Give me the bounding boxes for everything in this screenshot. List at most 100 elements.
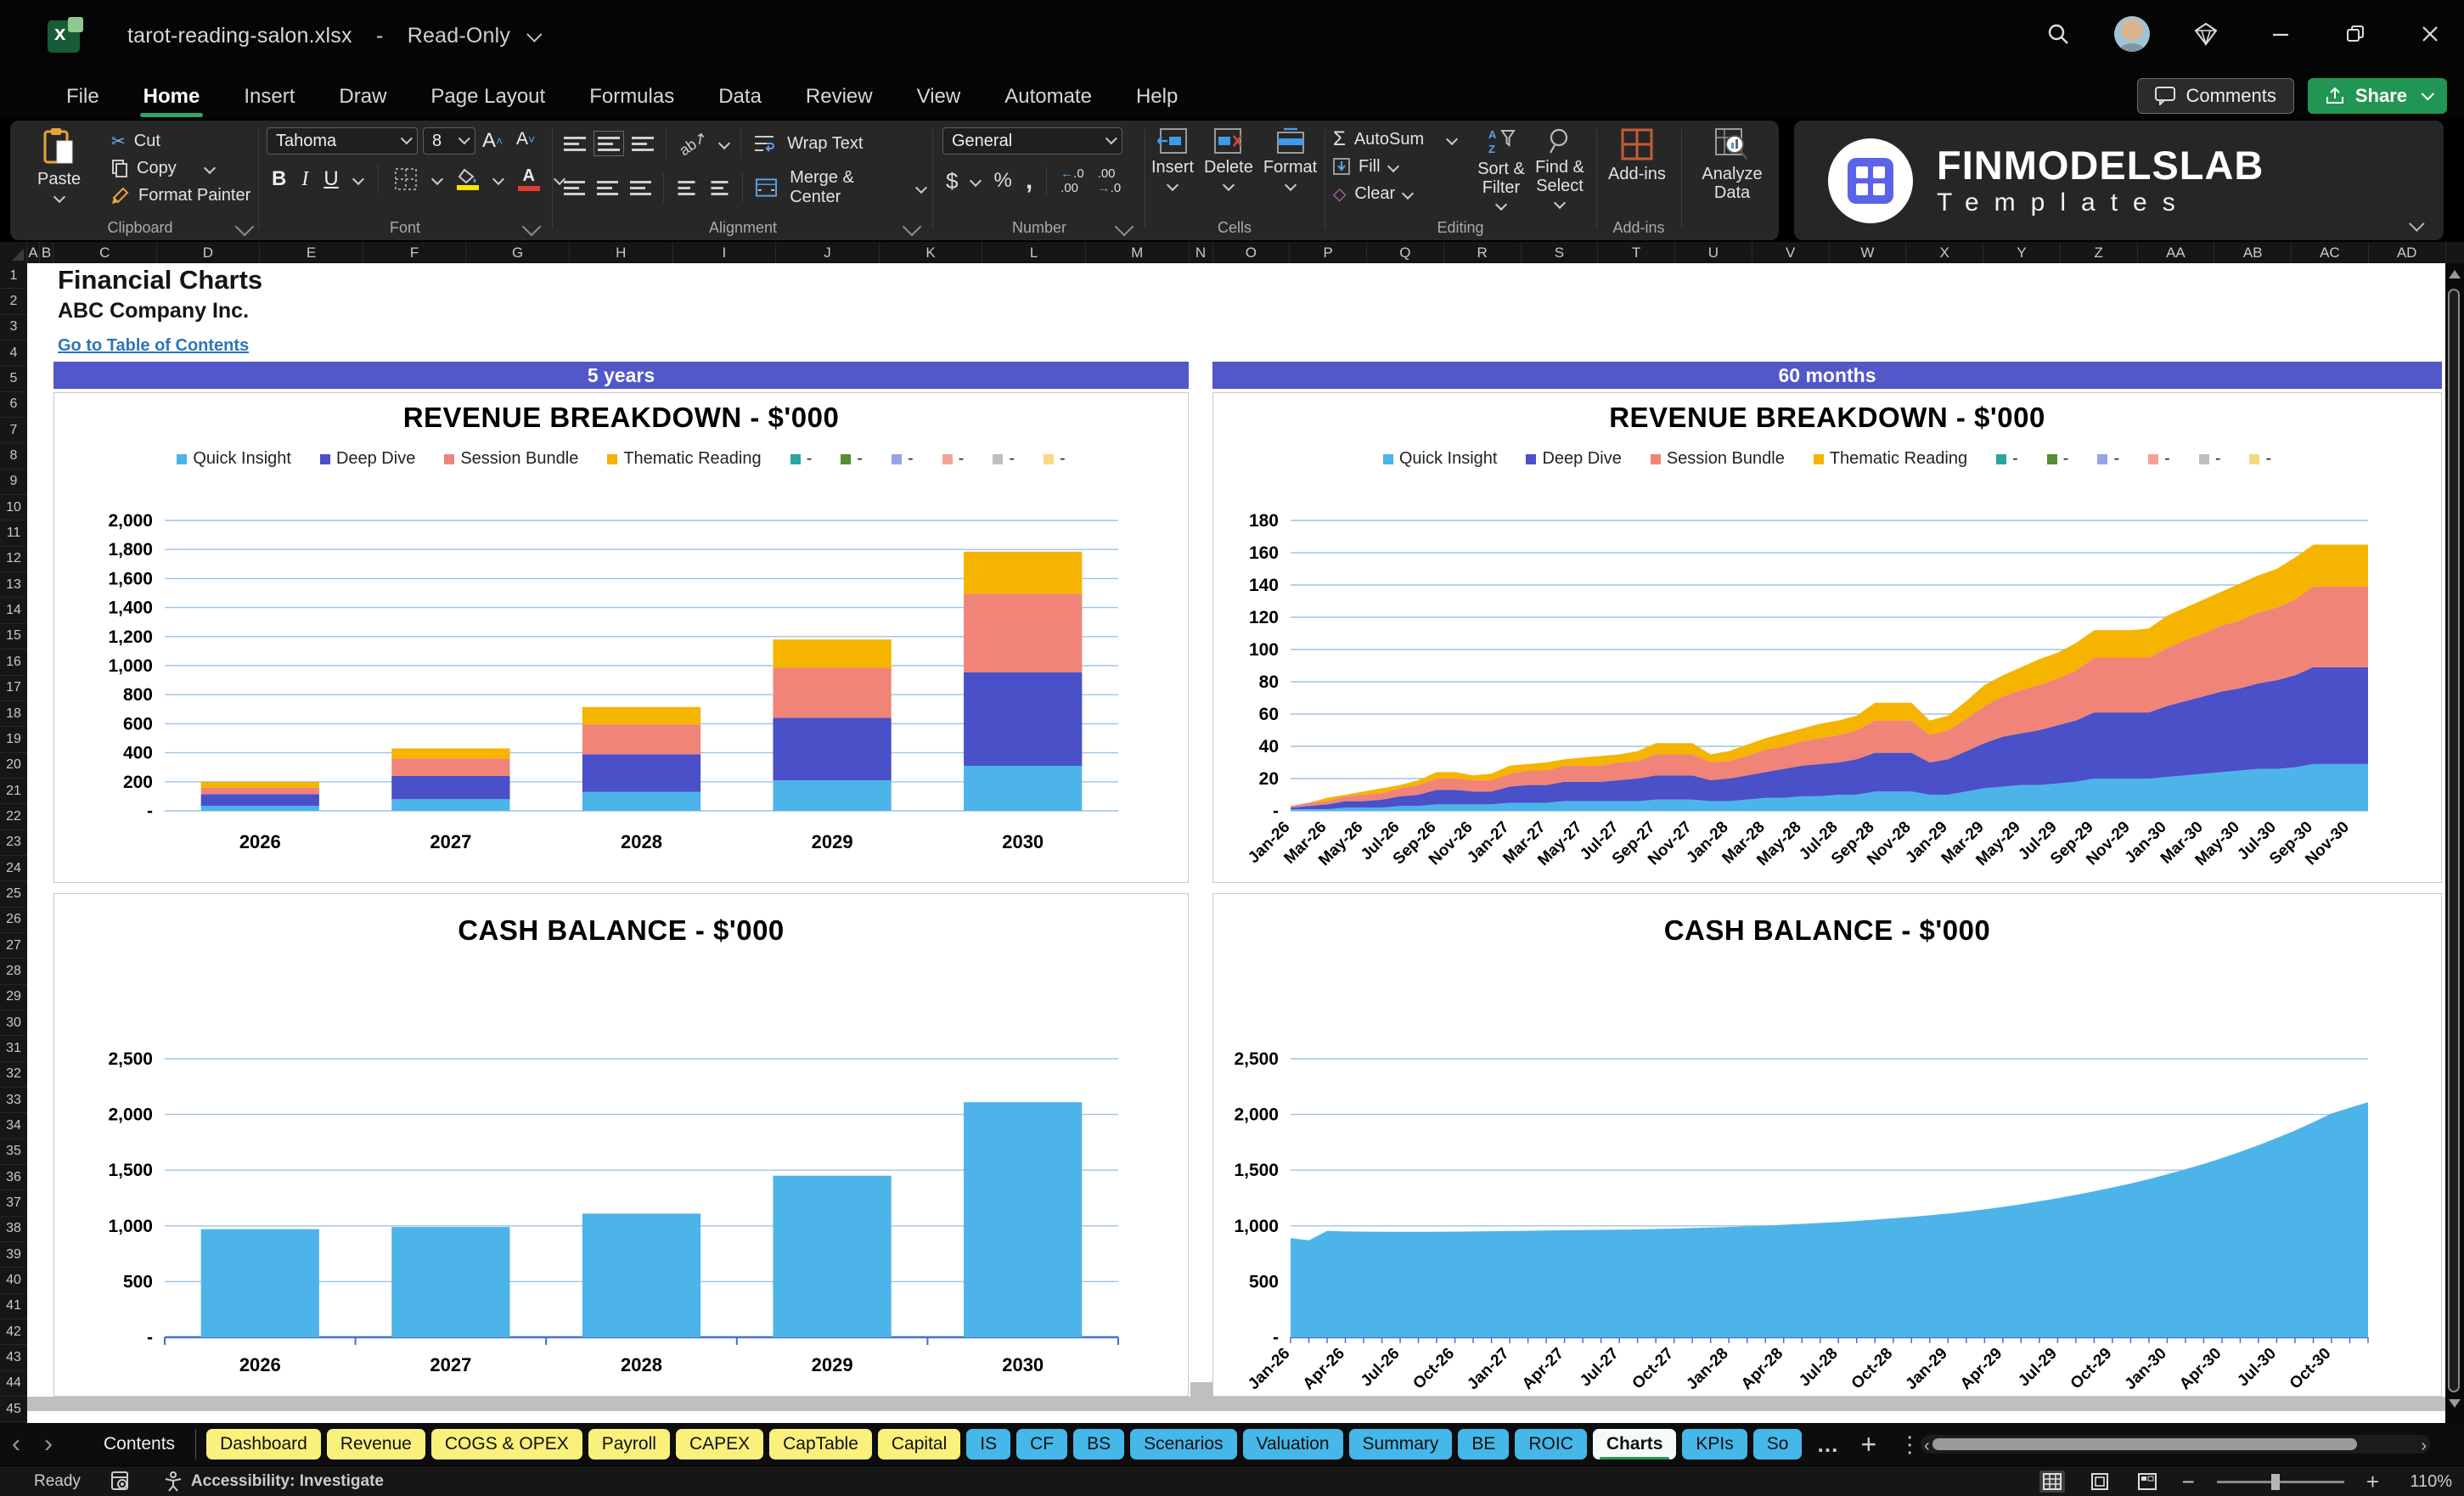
copy-button[interactable]: Copy (111, 155, 250, 182)
align-center-button[interactable] (597, 179, 619, 196)
sheet-tab-payroll[interactable]: Payroll (588, 1429, 670, 1459)
column-header-AC[interactable]: AC (2292, 242, 2369, 263)
chart-panel-revenue-5y[interactable]: REVENUE BREAKDOWN - $'000 Quick Insight D… (53, 392, 1189, 883)
row-header-25[interactable]: 25 (0, 881, 27, 908)
delete-cells-button[interactable]: Delete (1204, 127, 1253, 192)
horizontal-scrollbar[interactable]: ‹ › (1921, 1435, 2430, 1455)
document-title[interactable]: tarot-reading-salon.xlsx - Read-Only (127, 24, 543, 48)
menu-tab-formulas[interactable]: Formulas (589, 85, 675, 108)
row-header-33[interactable]: 33 (0, 1088, 27, 1114)
column-header-T[interactable]: T (1598, 242, 1676, 263)
row-header-7[interactable]: 7 (0, 418, 27, 444)
bold-button[interactable]: B (272, 167, 287, 190)
increase-indent-button[interactable] (711, 179, 729, 196)
row-header-43[interactable]: 43 (0, 1345, 27, 1371)
row-header-14[interactable]: 14 (0, 598, 27, 624)
clear-button[interactable]: ◇ Clear (1333, 180, 1456, 207)
underline-button[interactable]: U (323, 167, 339, 190)
sheet-tab-captable[interactable]: CapTable (769, 1429, 872, 1459)
sheet-tab-summary[interactable]: Summary (1348, 1429, 1453, 1459)
shrink-font-button[interactable]: A ˅ (516, 129, 536, 149)
zoom-slider[interactable] (2216, 1473, 2344, 1490)
autosum-button[interactable]: Σ AutoSum (1333, 126, 1459, 153)
row-header-21[interactable]: 21 (0, 779, 27, 805)
row-header-23[interactable]: 23 (0, 830, 27, 856)
title-chevron-down-icon[interactable] (526, 26, 543, 42)
row-header-22[interactable]: 22 (0, 804, 27, 830)
italic-button[interactable]: I (301, 167, 309, 190)
find-select-button[interactable]: Find & Select (1533, 127, 1586, 210)
column-header-J[interactable]: J (776, 242, 880, 263)
close-button[interactable] (2411, 15, 2449, 53)
column-header-Z[interactable]: Z (2061, 242, 2138, 263)
column-header-W[interactable]: W (1830, 242, 1907, 263)
row-header-35[interactable]: 35 (0, 1139, 27, 1166)
merge-center-icon[interactable] (755, 177, 778, 198)
sheet-tab-cogs-opex[interactable]: COGS & OPEX (430, 1429, 582, 1459)
sheet-tab-revenue[interactable]: Revenue (326, 1429, 425, 1459)
row-header-39[interactable]: 39 (0, 1242, 27, 1268)
number-format-combo[interactable]: General (942, 127, 1122, 155)
sheet-tab-cf[interactable]: CF (1016, 1429, 1068, 1459)
percent-style-button[interactable]: % (993, 169, 1012, 192)
normal-view-button[interactable] (2039, 1471, 2065, 1493)
row-header-1[interactable]: 1 (0, 263, 27, 290)
sheet-tab-charts[interactable]: Charts (1592, 1429, 1677, 1459)
row-header-17[interactable]: 17 (0, 676, 27, 701)
column-header-P[interactable]: P (1290, 242, 1368, 263)
row-header-19[interactable]: 19 (0, 727, 27, 753)
fill-color-button[interactable] (456, 168, 479, 190)
sheet-nav-right-arrow[interactable]: › (44, 1430, 53, 1458)
row-header-27[interactable]: 27 (0, 933, 27, 959)
decrease-indent-button[interactable] (678, 179, 695, 196)
table-of-contents-link[interactable]: Go to Table of Contents (58, 336, 250, 355)
sheet-tab-roic[interactable]: ROIC (1515, 1429, 1587, 1459)
insert-cells-button[interactable]: Insert (1151, 127, 1194, 192)
align-bottom-button[interactable] (632, 135, 654, 152)
paste-button[interactable]: Paste (37, 127, 81, 204)
accessibility-status[interactable]: Accessibility: Investigate (164, 1471, 384, 1492)
row-header-44[interactable]: 44 (0, 1371, 27, 1398)
sheet-tab-be[interactable]: BE (1458, 1429, 1510, 1459)
page-break-preview-button[interactable] (2135, 1471, 2160, 1493)
increase-decimal-button[interactable]: ←.0.00 (1060, 166, 1084, 195)
column-header-N[interactable]: N (1190, 242, 1213, 263)
row-header-11[interactable]: 11 (0, 520, 27, 547)
menu-tab-view[interactable]: View (916, 85, 961, 108)
new-sheet-button[interactable]: + (1860, 1428, 1877, 1459)
column-header-H[interactable]: H (570, 242, 673, 263)
sheet-nav-left-arrow[interactable]: ‹ (12, 1430, 20, 1458)
column-header-I[interactable]: I (673, 242, 777, 263)
page-layout-view-button[interactable] (2087, 1471, 2112, 1493)
column-header-E[interactable]: E (260, 242, 363, 263)
row-header-28[interactable]: 28 (0, 959, 27, 985)
orientation-dropdown[interactable] (718, 137, 731, 150)
comma-style-button[interactable]: , (1025, 166, 1033, 194)
analyze-data-button[interactable]: Analyze Data (1693, 127, 1771, 202)
menu-tab-review[interactable]: Review (805, 85, 873, 108)
row-header-16[interactable]: 16 (0, 650, 27, 676)
row-header-5[interactable]: 5 (0, 366, 27, 392)
share-button[interactable]: Share (2307, 78, 2447, 114)
row-header-29[interactable]: 29 (0, 985, 27, 1010)
row-header-4[interactable]: 4 (0, 340, 27, 367)
align-left-button[interactable] (564, 179, 586, 196)
column-header-U[interactable]: U (1675, 242, 1752, 263)
fill-button[interactable]: Fill (1333, 153, 1456, 180)
sheet-tab-capex[interactable]: CAPEX (675, 1429, 764, 1459)
select-all-corner[interactable] (0, 242, 27, 263)
row-header-8[interactable]: 8 (0, 443, 27, 470)
font-color-button[interactable]: A (517, 167, 540, 191)
column-header-L[interactable]: L (982, 242, 1086, 263)
accounting-dropdown[interactable] (970, 174, 982, 188)
menu-tab-file[interactable]: File (66, 85, 99, 108)
merge-center-dropdown[interactable] (915, 182, 928, 194)
row-header-26[interactable]: 26 (0, 908, 27, 933)
vertical-scroll-thumb[interactable] (2448, 289, 2460, 1392)
collapse-ribbon-chevron-icon[interactable] (2409, 216, 2425, 232)
row-header-3[interactable]: 3 (0, 315, 27, 341)
align-middle-button[interactable] (593, 131, 624, 156)
sheet-tab-contents[interactable]: Contents (90, 1429, 197, 1459)
row-header-10[interactable]: 10 (0, 495, 27, 521)
